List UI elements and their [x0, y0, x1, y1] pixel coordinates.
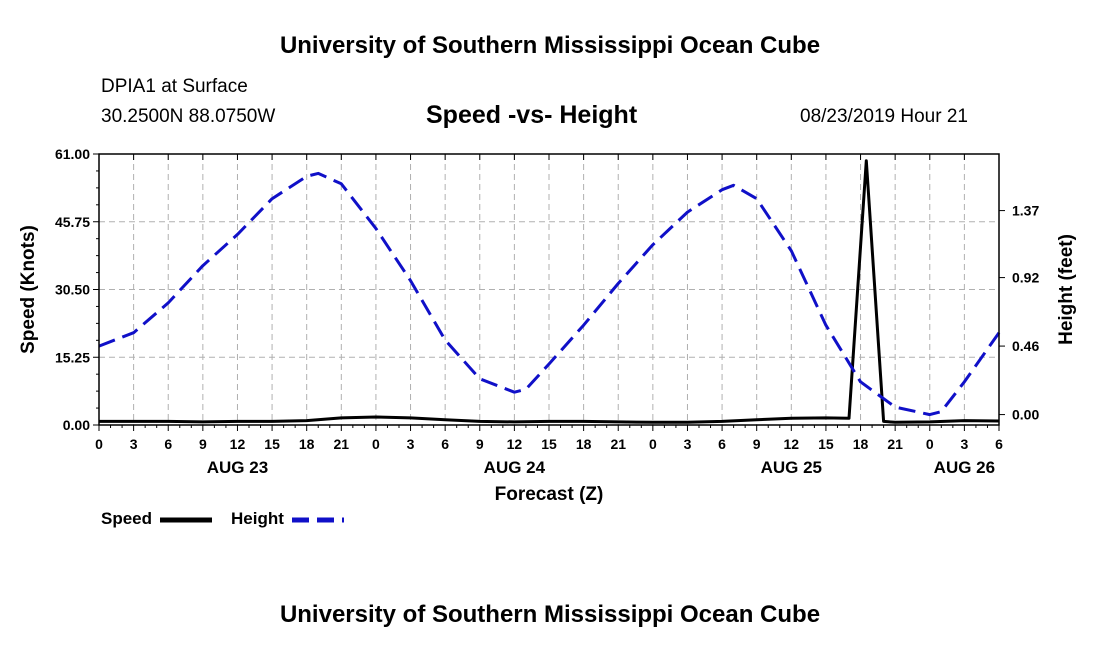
x-tick-label: 9 — [476, 436, 484, 452]
series-line-speed — [99, 159, 1000, 424]
plot-frame — [98, 153, 1000, 426]
x-tick-label: 0 — [926, 436, 934, 452]
x-tick-label: 6 — [164, 436, 172, 452]
x-tick-label: 21 — [334, 436, 350, 452]
x-tick-label: 3 — [130, 436, 138, 452]
x-tick-label: 3 — [684, 436, 692, 452]
x-tick-label: 9 — [753, 436, 761, 452]
forecast-datetime: 08/23/2019 Hour 21 — [800, 106, 968, 127]
x-tick-label: 0 — [372, 436, 380, 452]
x-tick-label: 12 — [230, 436, 246, 452]
x-axis-title: Forecast (Z) — [495, 484, 604, 505]
x-tick-label: 0 — [649, 436, 657, 452]
y2-axis-title: Height (feet) — [1056, 234, 1077, 345]
x-tick-label: 3 — [960, 436, 968, 452]
x-tick-label: 15 — [818, 436, 834, 452]
x-tick-label: 21 — [887, 436, 903, 452]
y-tick-label: 45.75 — [55, 214, 90, 230]
x-tick-label: 21 — [610, 436, 626, 452]
y-tick-label: 30.50 — [55, 282, 90, 298]
station-name: DPIA1 at Surface — [101, 76, 248, 97]
y2-tick-label: 0.46 — [1012, 338, 1039, 354]
x-tick-label: 6 — [995, 436, 1003, 452]
x-tick-label: 18 — [299, 436, 315, 452]
x-tick-label: 18 — [576, 436, 592, 452]
footer-title: University of Southern Mississippi Ocean… — [279, 601, 821, 628]
date-label: AUG 26 — [934, 458, 995, 477]
y-tick-label: 15.25 — [55, 349, 90, 365]
legend-height-label: Height — [231, 509, 284, 528]
date-label: AUG 24 — [484, 458, 546, 477]
x-tick-label: 15 — [264, 436, 280, 452]
date-label: AUG 23 — [207, 458, 268, 477]
y2-tick-label: 0.00 — [1012, 407, 1039, 423]
page-title: University of Southern Mississippi Ocean… — [279, 32, 821, 59]
x-tick-label: 15 — [541, 436, 557, 452]
chart-title: Speed -vs- Height — [426, 101, 638, 129]
x-tick-label: 12 — [507, 436, 523, 452]
station-coordinates: 30.2500N 88.0750W — [101, 106, 276, 127]
legend-speed-label: Speed — [101, 509, 153, 528]
x-tick-label: 6 — [441, 436, 449, 452]
x-tick-label: 3 — [407, 436, 415, 452]
x-tick-label: 6 — [718, 436, 726, 452]
x-tick-label: 9 — [199, 436, 207, 452]
x-tick-label: 18 — [853, 436, 869, 452]
y-axis-title: Speed (Knots) — [18, 225, 39, 354]
date-label: AUG 25 — [761, 458, 822, 477]
y-tick-label: 61.00 — [55, 146, 90, 162]
x-tick-label: 0 — [95, 436, 103, 452]
y2-tick-label: 1.37 — [1012, 203, 1039, 219]
x-tick-label: 12 — [784, 436, 800, 452]
series-line-height — [98, 171, 1001, 417]
y-tick-label: 0.00 — [63, 417, 90, 433]
y2-tick-label: 0.92 — [1012, 270, 1039, 286]
